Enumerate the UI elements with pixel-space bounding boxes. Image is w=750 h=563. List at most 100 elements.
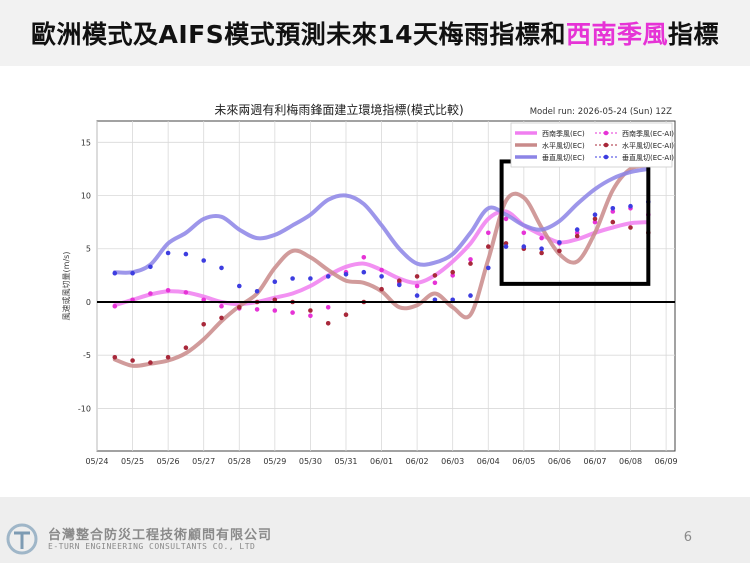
data-point — [290, 276, 295, 281]
data-point — [450, 297, 456, 303]
data-point — [414, 283, 420, 289]
data-point — [450, 269, 456, 275]
y-tick-label: 5 — [86, 245, 91, 254]
y-tick-label: 15 — [81, 138, 91, 147]
data-point — [468, 293, 473, 298]
x-tick-label: 05/26 — [157, 457, 180, 466]
data-point — [254, 289, 260, 294]
data-point — [201, 322, 206, 327]
x-tick-label: 06/04 — [477, 457, 500, 466]
legend-item: 西南季風(EC) — [515, 129, 585, 138]
company-name-cn: 台灣整合防災工程技術顧問有限公司 — [48, 528, 273, 543]
x-tick-label: 05/24 — [85, 457, 108, 466]
data-point — [148, 291, 153, 296]
data-point — [361, 255, 367, 260]
data-point — [183, 290, 189, 295]
plot-area — [96, 120, 676, 452]
data-point — [397, 282, 402, 288]
data-point — [592, 219, 598, 225]
data-point — [574, 230, 580, 236]
model-run-label: Model run: 2026-05-24 (Sun) 12Z — [530, 107, 672, 117]
x-tick-label: 06/03 — [441, 457, 464, 466]
data-point — [539, 235, 544, 241]
x-tick-label: 05/29 — [263, 457, 286, 466]
data-point — [165, 288, 171, 293]
slide-title-bar: 歐洲模式及AIFS模式預測未來14天梅雨指標和西南季風指標 — [0, 0, 750, 66]
data-point — [272, 279, 278, 284]
data-point — [254, 307, 260, 312]
data-point — [432, 280, 438, 286]
legend-item: 垂直風切(EC-AI) — [595, 153, 674, 162]
x-tick-label: 06/01 — [370, 457, 393, 466]
x-tick-label: 05/25 — [121, 457, 144, 466]
data-point — [343, 272, 349, 277]
legend-label: 西南季風(EC-AI) — [622, 129, 674, 138]
data-point — [112, 303, 118, 309]
x-tick-label: 06/08 — [619, 457, 642, 466]
legend-marker — [603, 142, 609, 148]
legend-label: 垂直風切(EC) — [542, 153, 585, 162]
data-point — [290, 310, 295, 315]
slide-title-tail: 指標 — [668, 20, 720, 49]
y-tick-label: -5 — [83, 351, 91, 360]
x-tick-label: 06/06 — [548, 457, 571, 466]
series-line-path — [112, 166, 651, 275]
data-point — [450, 273, 456, 278]
data-point — [397, 278, 402, 283]
series-dotted — [112, 206, 651, 319]
data-point — [237, 305, 242, 310]
slide-title-highlight: 西南季風 — [566, 20, 669, 49]
data-point — [148, 360, 153, 365]
data-point — [503, 216, 509, 222]
data-point — [272, 297, 278, 303]
data-point — [379, 286, 384, 292]
legend-marker — [603, 130, 609, 136]
data-point — [432, 297, 438, 303]
data-point — [325, 274, 331, 279]
x-tick-label: 06/05 — [512, 457, 535, 466]
page-number: 6 — [683, 530, 692, 545]
x-tick-label: 05/28 — [228, 457, 251, 466]
slide-title: 歐洲模式及AIFS模式預測未來14天梅雨指標和西南季風指標 — [31, 15, 719, 51]
data-point — [361, 269, 367, 275]
legend-frame — [510, 122, 673, 168]
data-point — [308, 313, 313, 319]
legend: 西南季風(EC) 水平風切(EC) 垂直風切(EC) 西南季風(EC-AI) 水平風切(… — [510, 122, 674, 168]
data-point — [112, 355, 118, 360]
legend-items: 西南季風(EC) 水平風切(EC) 垂直風切(EC) 西南季風(EC-AI) 水平風切(… — [515, 129, 674, 162]
data-point — [503, 244, 509, 249]
data-point — [201, 258, 206, 263]
data-point — [201, 297, 206, 303]
data-point — [112, 270, 118, 276]
y-tick-label: -10 — [78, 404, 91, 413]
data-point — [503, 241, 509, 246]
legend-label: 垂直風切(EC-AI) — [622, 153, 674, 162]
data-point — [308, 308, 313, 313]
data-point — [219, 265, 224, 271]
data-point — [148, 264, 153, 270]
data-point — [486, 265, 491, 271]
data-point — [325, 321, 331, 326]
data-point — [557, 248, 562, 254]
series-line — [112, 166, 651, 275]
data-point — [592, 212, 598, 217]
data-point — [414, 293, 420, 298]
x-tick-label: 05/27 — [192, 457, 215, 466]
legend-item: 垂直風切(EC) — [515, 153, 585, 162]
slide-title-main: 歐洲模式及AIFS模式預測未來14天梅雨指標和 — [30, 20, 566, 49]
data-point — [130, 297, 135, 303]
company-logo-icon — [6, 523, 38, 555]
legend-item: 水平風切(EC) — [515, 141, 585, 150]
data-point — [432, 273, 438, 278]
data-point — [521, 244, 527, 249]
data-point — [592, 216, 598, 222]
data-point — [414, 274, 420, 279]
data-point — [628, 225, 633, 230]
x-tick-label: 06/07 — [583, 457, 606, 466]
data-point — [574, 227, 580, 232]
data-point — [521, 230, 527, 236]
chart-container: -10 -5 0 5 10 15 05/24 05/25 05/26 05/27 05/28 05/2… — [55, 96, 695, 476]
line-chart: -10 -5 0 5 10 15 05/24 05/25 05/26 05/27 05/28 05/2… — [61, 102, 678, 466]
legend-item: 西南季風(EC-AI) — [595, 129, 674, 138]
x-tick-label: 06/09 — [655, 457, 678, 466]
